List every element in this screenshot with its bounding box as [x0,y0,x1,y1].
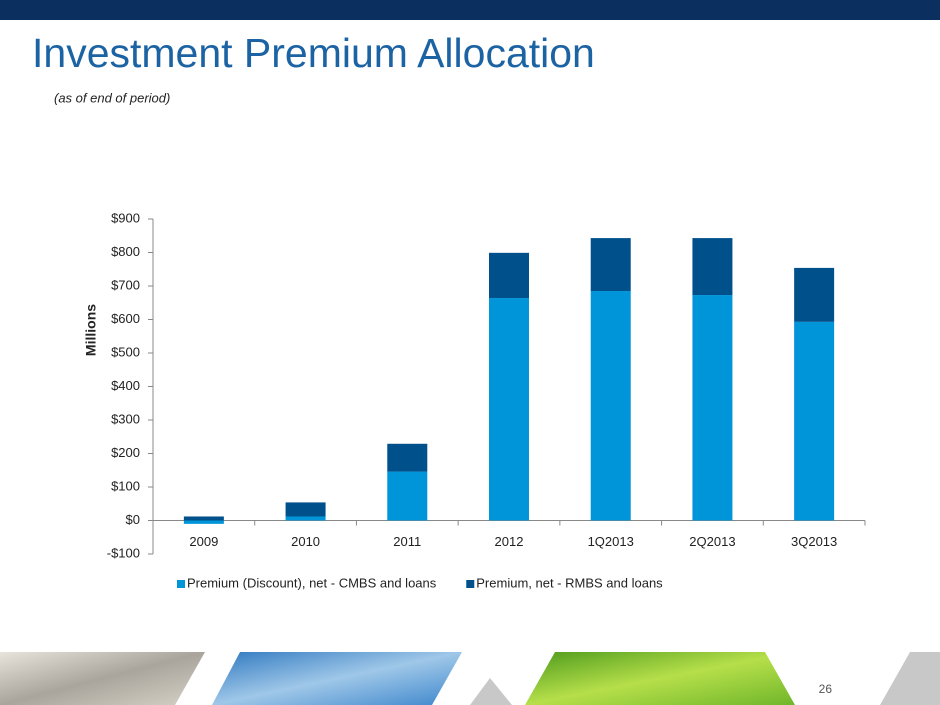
legend-label: Premium (Discount), net - CMBS and loans [187,575,437,590]
x-tick-label: 3Q2013 [791,534,837,549]
x-tick-label: 2012 [495,534,524,549]
legend-label: Premium, net - RMBS and loans [476,575,663,590]
y-tick-label: $400 [111,378,140,393]
deco-corner [880,652,940,705]
x-tick-label: 2Q2013 [689,534,735,549]
x-tick-label: 2011 [393,534,421,549]
y-tick-label: $100 [111,478,140,493]
bar [285,516,326,521]
x-tick-label: 2009 [189,534,218,549]
bar [489,252,529,299]
y-tick-label: $300 [111,411,140,426]
bar [489,298,529,521]
bar [183,516,224,521]
top-band [0,0,940,20]
subtitle: (as of end of period) [54,90,170,105]
photo-sky [212,652,462,705]
slide-title: Investment Premium Allocation [32,30,595,76]
bar [692,238,733,296]
y-axis-label: Millions [83,304,99,356]
bar [285,502,326,517]
photo-leaf [525,652,795,705]
bar [387,471,428,521]
y-tick-label: -$100 [107,545,140,560]
y-tick-label: $600 [111,311,140,326]
y-tick-label: $500 [111,344,140,359]
x-tick-label: 2010 [291,534,320,549]
bar [692,295,733,521]
y-tick-label: $800 [111,244,140,259]
bar [794,321,835,521]
y-tick-label: $200 [111,445,140,460]
y-tick-label: $0 [126,512,140,527]
bar [590,291,631,521]
deco-triangle [470,678,512,705]
bar [794,267,835,322]
y-tick-label: $900 [111,210,140,225]
page-number: 26 [819,682,833,696]
bar [590,238,631,292]
legend-swatch [466,580,475,588]
bar [387,443,428,472]
y-tick-label: $700 [111,277,140,292]
legend-swatch [177,580,185,588]
bar [183,520,224,524]
photo-rope [0,652,205,705]
x-tick-label: 1Q2013 [588,534,634,549]
